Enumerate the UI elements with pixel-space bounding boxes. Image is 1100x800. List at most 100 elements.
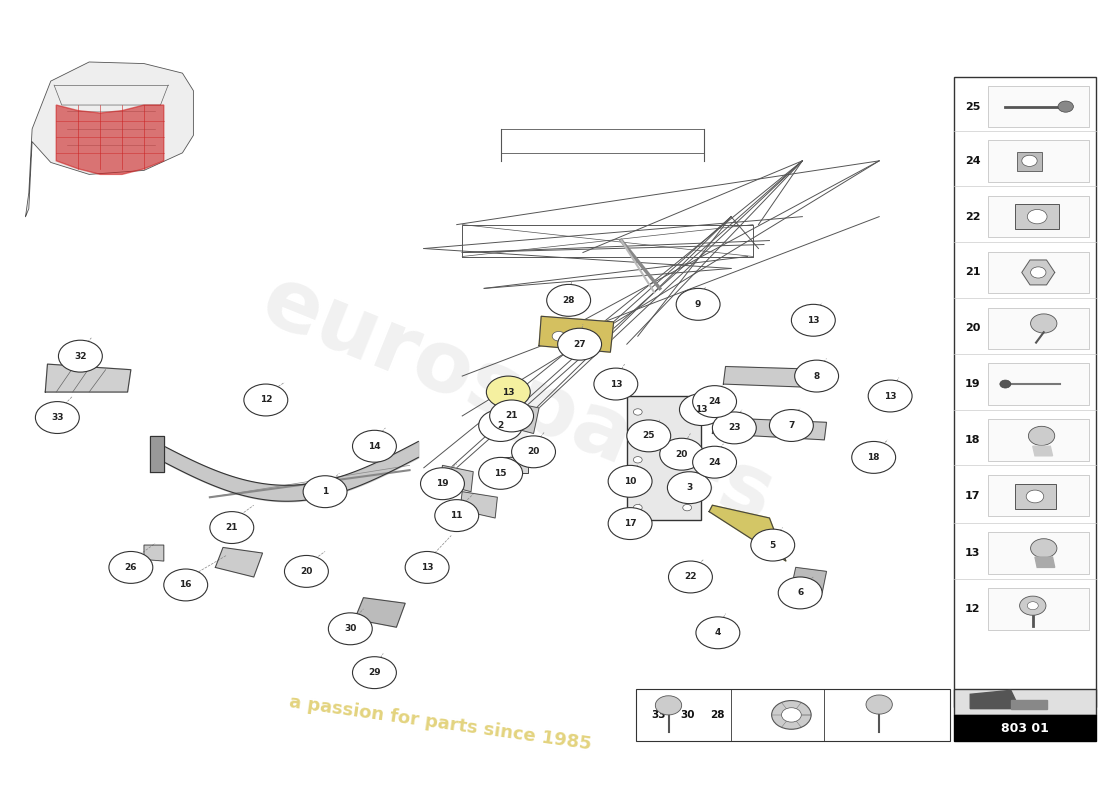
Circle shape xyxy=(1028,426,1055,446)
Circle shape xyxy=(285,555,329,587)
Circle shape xyxy=(547,285,591,316)
Circle shape xyxy=(634,457,642,463)
FancyBboxPatch shape xyxy=(988,363,1089,405)
Text: 12: 12 xyxy=(260,395,272,405)
Circle shape xyxy=(552,331,565,341)
Text: 9: 9 xyxy=(695,300,702,309)
Polygon shape xyxy=(56,105,164,174)
Circle shape xyxy=(329,613,372,645)
Circle shape xyxy=(693,446,737,478)
Polygon shape xyxy=(1033,446,1053,456)
FancyBboxPatch shape xyxy=(988,252,1089,293)
Circle shape xyxy=(656,696,682,715)
Text: 13: 13 xyxy=(884,391,896,401)
Text: 26: 26 xyxy=(124,563,138,572)
Circle shape xyxy=(58,340,102,372)
Polygon shape xyxy=(150,436,164,472)
Text: 2: 2 xyxy=(497,421,504,430)
Polygon shape xyxy=(1011,700,1047,709)
Text: 1: 1 xyxy=(322,487,328,496)
FancyBboxPatch shape xyxy=(988,86,1089,127)
Circle shape xyxy=(420,468,464,500)
Text: 23: 23 xyxy=(728,423,740,433)
Text: 15: 15 xyxy=(494,469,507,478)
Text: 19: 19 xyxy=(965,379,980,389)
Circle shape xyxy=(1058,101,1074,112)
Circle shape xyxy=(680,394,724,426)
FancyBboxPatch shape xyxy=(988,196,1089,238)
Circle shape xyxy=(769,410,813,442)
Polygon shape xyxy=(25,62,194,217)
Circle shape xyxy=(696,617,740,649)
Text: 3: 3 xyxy=(686,483,693,492)
Text: 16: 16 xyxy=(179,581,192,590)
Text: 21: 21 xyxy=(226,523,238,532)
Circle shape xyxy=(668,472,712,504)
Text: 12: 12 xyxy=(965,604,980,614)
FancyBboxPatch shape xyxy=(1015,484,1056,510)
FancyBboxPatch shape xyxy=(954,689,1097,715)
Polygon shape xyxy=(724,366,832,388)
Circle shape xyxy=(683,505,692,511)
FancyBboxPatch shape xyxy=(954,77,1097,707)
Circle shape xyxy=(771,701,811,730)
FancyBboxPatch shape xyxy=(988,475,1089,516)
Text: 30: 30 xyxy=(344,624,356,634)
Text: 14: 14 xyxy=(368,442,381,450)
Text: 20: 20 xyxy=(300,567,312,576)
Text: 13: 13 xyxy=(695,405,707,414)
Circle shape xyxy=(669,561,713,593)
Circle shape xyxy=(751,529,794,561)
Text: 21: 21 xyxy=(505,411,518,421)
Circle shape xyxy=(490,400,534,432)
Circle shape xyxy=(352,657,396,689)
Circle shape xyxy=(693,386,737,418)
Circle shape xyxy=(478,458,522,490)
Text: 33: 33 xyxy=(651,710,666,720)
Circle shape xyxy=(1026,490,1044,503)
Polygon shape xyxy=(354,598,405,627)
Polygon shape xyxy=(497,400,539,434)
Text: 25: 25 xyxy=(642,431,654,440)
Text: 20: 20 xyxy=(527,447,540,456)
Circle shape xyxy=(608,466,652,498)
Circle shape xyxy=(683,457,692,463)
Text: 13: 13 xyxy=(502,387,515,397)
Circle shape xyxy=(1020,596,1046,615)
Text: 13: 13 xyxy=(807,316,820,325)
Text: 28: 28 xyxy=(562,296,575,305)
FancyBboxPatch shape xyxy=(988,307,1089,349)
Text: 4: 4 xyxy=(715,628,722,638)
Text: 19: 19 xyxy=(437,479,449,488)
Polygon shape xyxy=(791,567,826,593)
Text: 8: 8 xyxy=(814,371,820,381)
Circle shape xyxy=(1027,210,1047,224)
Circle shape xyxy=(851,442,895,474)
Circle shape xyxy=(676,288,720,320)
Text: 11: 11 xyxy=(451,511,463,520)
Circle shape xyxy=(794,360,838,392)
Text: 22: 22 xyxy=(965,212,980,222)
Text: 17: 17 xyxy=(965,490,980,501)
Text: 5: 5 xyxy=(770,541,776,550)
Text: 13: 13 xyxy=(965,548,980,558)
Text: 21: 21 xyxy=(965,267,980,278)
Circle shape xyxy=(627,420,671,452)
Polygon shape xyxy=(1022,260,1055,285)
Circle shape xyxy=(1022,155,1037,166)
Circle shape xyxy=(1031,538,1057,558)
Circle shape xyxy=(1031,314,1057,333)
Circle shape xyxy=(478,410,522,442)
Polygon shape xyxy=(216,547,263,577)
Text: 10: 10 xyxy=(624,477,636,486)
FancyBboxPatch shape xyxy=(988,419,1089,461)
Polygon shape xyxy=(713,418,826,440)
Text: 20: 20 xyxy=(965,323,980,334)
Circle shape xyxy=(486,376,530,408)
Text: 17: 17 xyxy=(624,519,637,528)
Polygon shape xyxy=(45,364,131,392)
Text: 24: 24 xyxy=(708,397,720,406)
Circle shape xyxy=(778,577,822,609)
Text: 29: 29 xyxy=(368,668,381,677)
Polygon shape xyxy=(1035,557,1055,567)
